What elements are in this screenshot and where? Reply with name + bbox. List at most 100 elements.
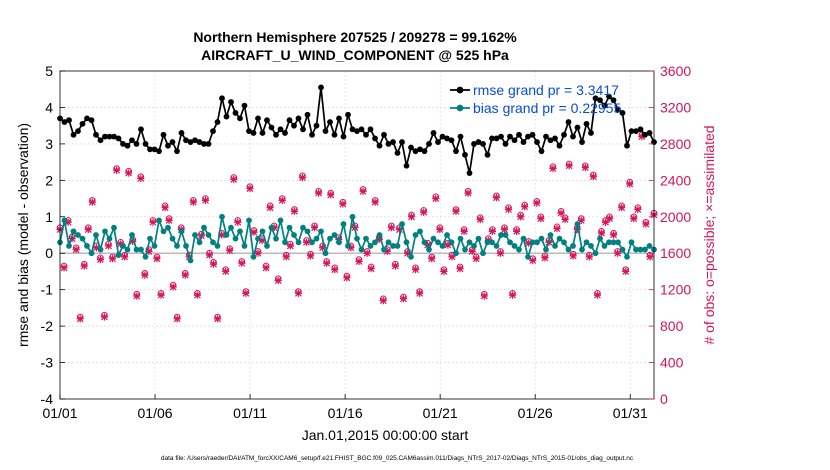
obs-assimilated-point bbox=[601, 218, 610, 226]
bias-point bbox=[255, 235, 261, 242]
bias-point bbox=[547, 232, 554, 238]
rmse-point bbox=[183, 137, 189, 144]
rmse-point bbox=[79, 120, 86, 127]
rmse-point bbox=[592, 95, 599, 102]
rmse-point bbox=[417, 146, 423, 153]
rmse-point bbox=[574, 124, 581, 131]
obs-assimilated-point bbox=[100, 313, 109, 321]
rmse-point bbox=[349, 126, 356, 133]
obs-assimilated-point bbox=[209, 260, 218, 268]
bias-point bbox=[426, 246, 432, 253]
bias-point bbox=[471, 243, 477, 249]
rmse-point bbox=[390, 139, 396, 145]
bias-point bbox=[520, 235, 527, 242]
rmse-point bbox=[156, 148, 162, 155]
rmse-point bbox=[628, 128, 635, 135]
bias-point bbox=[381, 246, 387, 253]
bias-point bbox=[475, 235, 482, 242]
rmse-point bbox=[556, 142, 563, 149]
bias-point bbox=[372, 239, 378, 246]
rmse-point bbox=[493, 135, 500, 142]
obs-assimilated-point bbox=[310, 224, 319, 232]
bias-point bbox=[250, 253, 257, 260]
rmse-point bbox=[178, 130, 185, 136]
bias-point bbox=[421, 239, 428, 246]
rmse-point bbox=[340, 133, 347, 140]
obs-assimilated-point bbox=[96, 256, 105, 264]
rmse-point bbox=[529, 131, 536, 138]
bias-point bbox=[646, 243, 653, 249]
obs-assimilated-point bbox=[541, 254, 549, 262]
obs-assimilated-point bbox=[165, 216, 173, 225]
obs-assimilated-point bbox=[117, 240, 125, 248]
rmse-point bbox=[619, 110, 626, 116]
bias-point bbox=[138, 246, 144, 253]
rmse-point bbox=[565, 119, 572, 125]
obs-assimilated-point bbox=[125, 169, 133, 177]
bias-point bbox=[597, 235, 603, 242]
obs-assimilated-point bbox=[569, 252, 577, 260]
obs-assimilated-point bbox=[173, 315, 181, 323]
rmse-point bbox=[205, 140, 212, 147]
bias-point bbox=[498, 232, 504, 238]
bias-point bbox=[286, 224, 293, 231]
rmse-point bbox=[642, 131, 648, 138]
rmse-point bbox=[106, 133, 113, 140]
rmse-point bbox=[633, 128, 639, 135]
bias-point bbox=[493, 243, 500, 249]
rmse-point bbox=[615, 106, 621, 113]
rmse-point bbox=[538, 148, 545, 155]
obs-assimilated-point bbox=[609, 231, 618, 239]
rmse-point bbox=[61, 119, 68, 125]
obs-assimilated-point bbox=[646, 253, 654, 261]
rmse-point bbox=[322, 128, 329, 135]
bias-point bbox=[556, 235, 563, 242]
bias-point bbox=[619, 246, 626, 253]
obs-assimilated-point bbox=[226, 246, 234, 255]
obs-assimilated-point bbox=[302, 238, 311, 246]
obs-assimilated-point bbox=[213, 315, 222, 323]
rmse-point bbox=[300, 126, 306, 133]
obs-assimilated-point bbox=[141, 271, 149, 279]
rmse-point bbox=[232, 110, 239, 116]
bias-point bbox=[331, 232, 338, 238]
rmse-point bbox=[70, 131, 77, 138]
rmse-point bbox=[385, 140, 392, 147]
rmse-point bbox=[367, 126, 374, 133]
bias-point bbox=[624, 253, 630, 260]
bias-point bbox=[502, 232, 509, 238]
legend-marker-rmse bbox=[456, 86, 464, 94]
bias-point bbox=[84, 243, 90, 249]
rmse-point bbox=[277, 126, 284, 133]
obs-assimilated-point bbox=[153, 255, 161, 263]
y-right-tick-label: 0 bbox=[660, 391, 668, 407]
bias-point bbox=[273, 235, 279, 242]
rmse-point bbox=[129, 137, 135, 144]
bias-point bbox=[156, 217, 162, 224]
x-tick-label: 01/21 bbox=[423, 405, 458, 421]
y-right-tick-label: 3600 bbox=[660, 63, 691, 79]
bias-point bbox=[93, 232, 99, 238]
obs-assimilated-point bbox=[282, 253, 290, 261]
x-tick-label: 01/26 bbox=[518, 405, 553, 421]
obs-assimilated-point bbox=[262, 264, 270, 272]
rmse-point bbox=[412, 148, 419, 155]
legend-text-rmse: rmse grand pr = 3.3417 bbox=[473, 82, 619, 98]
rmse-point bbox=[228, 99, 234, 105]
obs-assimilated-point bbox=[634, 205, 642, 214]
bias-point bbox=[241, 243, 248, 249]
plot-frame bbox=[59, 70, 655, 400]
obs-assimilated-point bbox=[278, 196, 286, 204]
obs-assimilated-point bbox=[444, 241, 452, 249]
bias-point bbox=[97, 246, 104, 253]
obs-assimilated-point bbox=[460, 227, 468, 235]
obs-assimilated-point bbox=[254, 249, 262, 257]
bias-point bbox=[196, 239, 203, 246]
bias-point bbox=[399, 221, 405, 227]
obs-assimilated-point bbox=[112, 166, 121, 174]
rmse-point bbox=[543, 133, 549, 140]
rmse-point bbox=[273, 131, 279, 138]
obs-assimilated-point bbox=[440, 267, 448, 276]
rmse-point bbox=[124, 142, 131, 149]
rmse-point bbox=[502, 140, 509, 147]
